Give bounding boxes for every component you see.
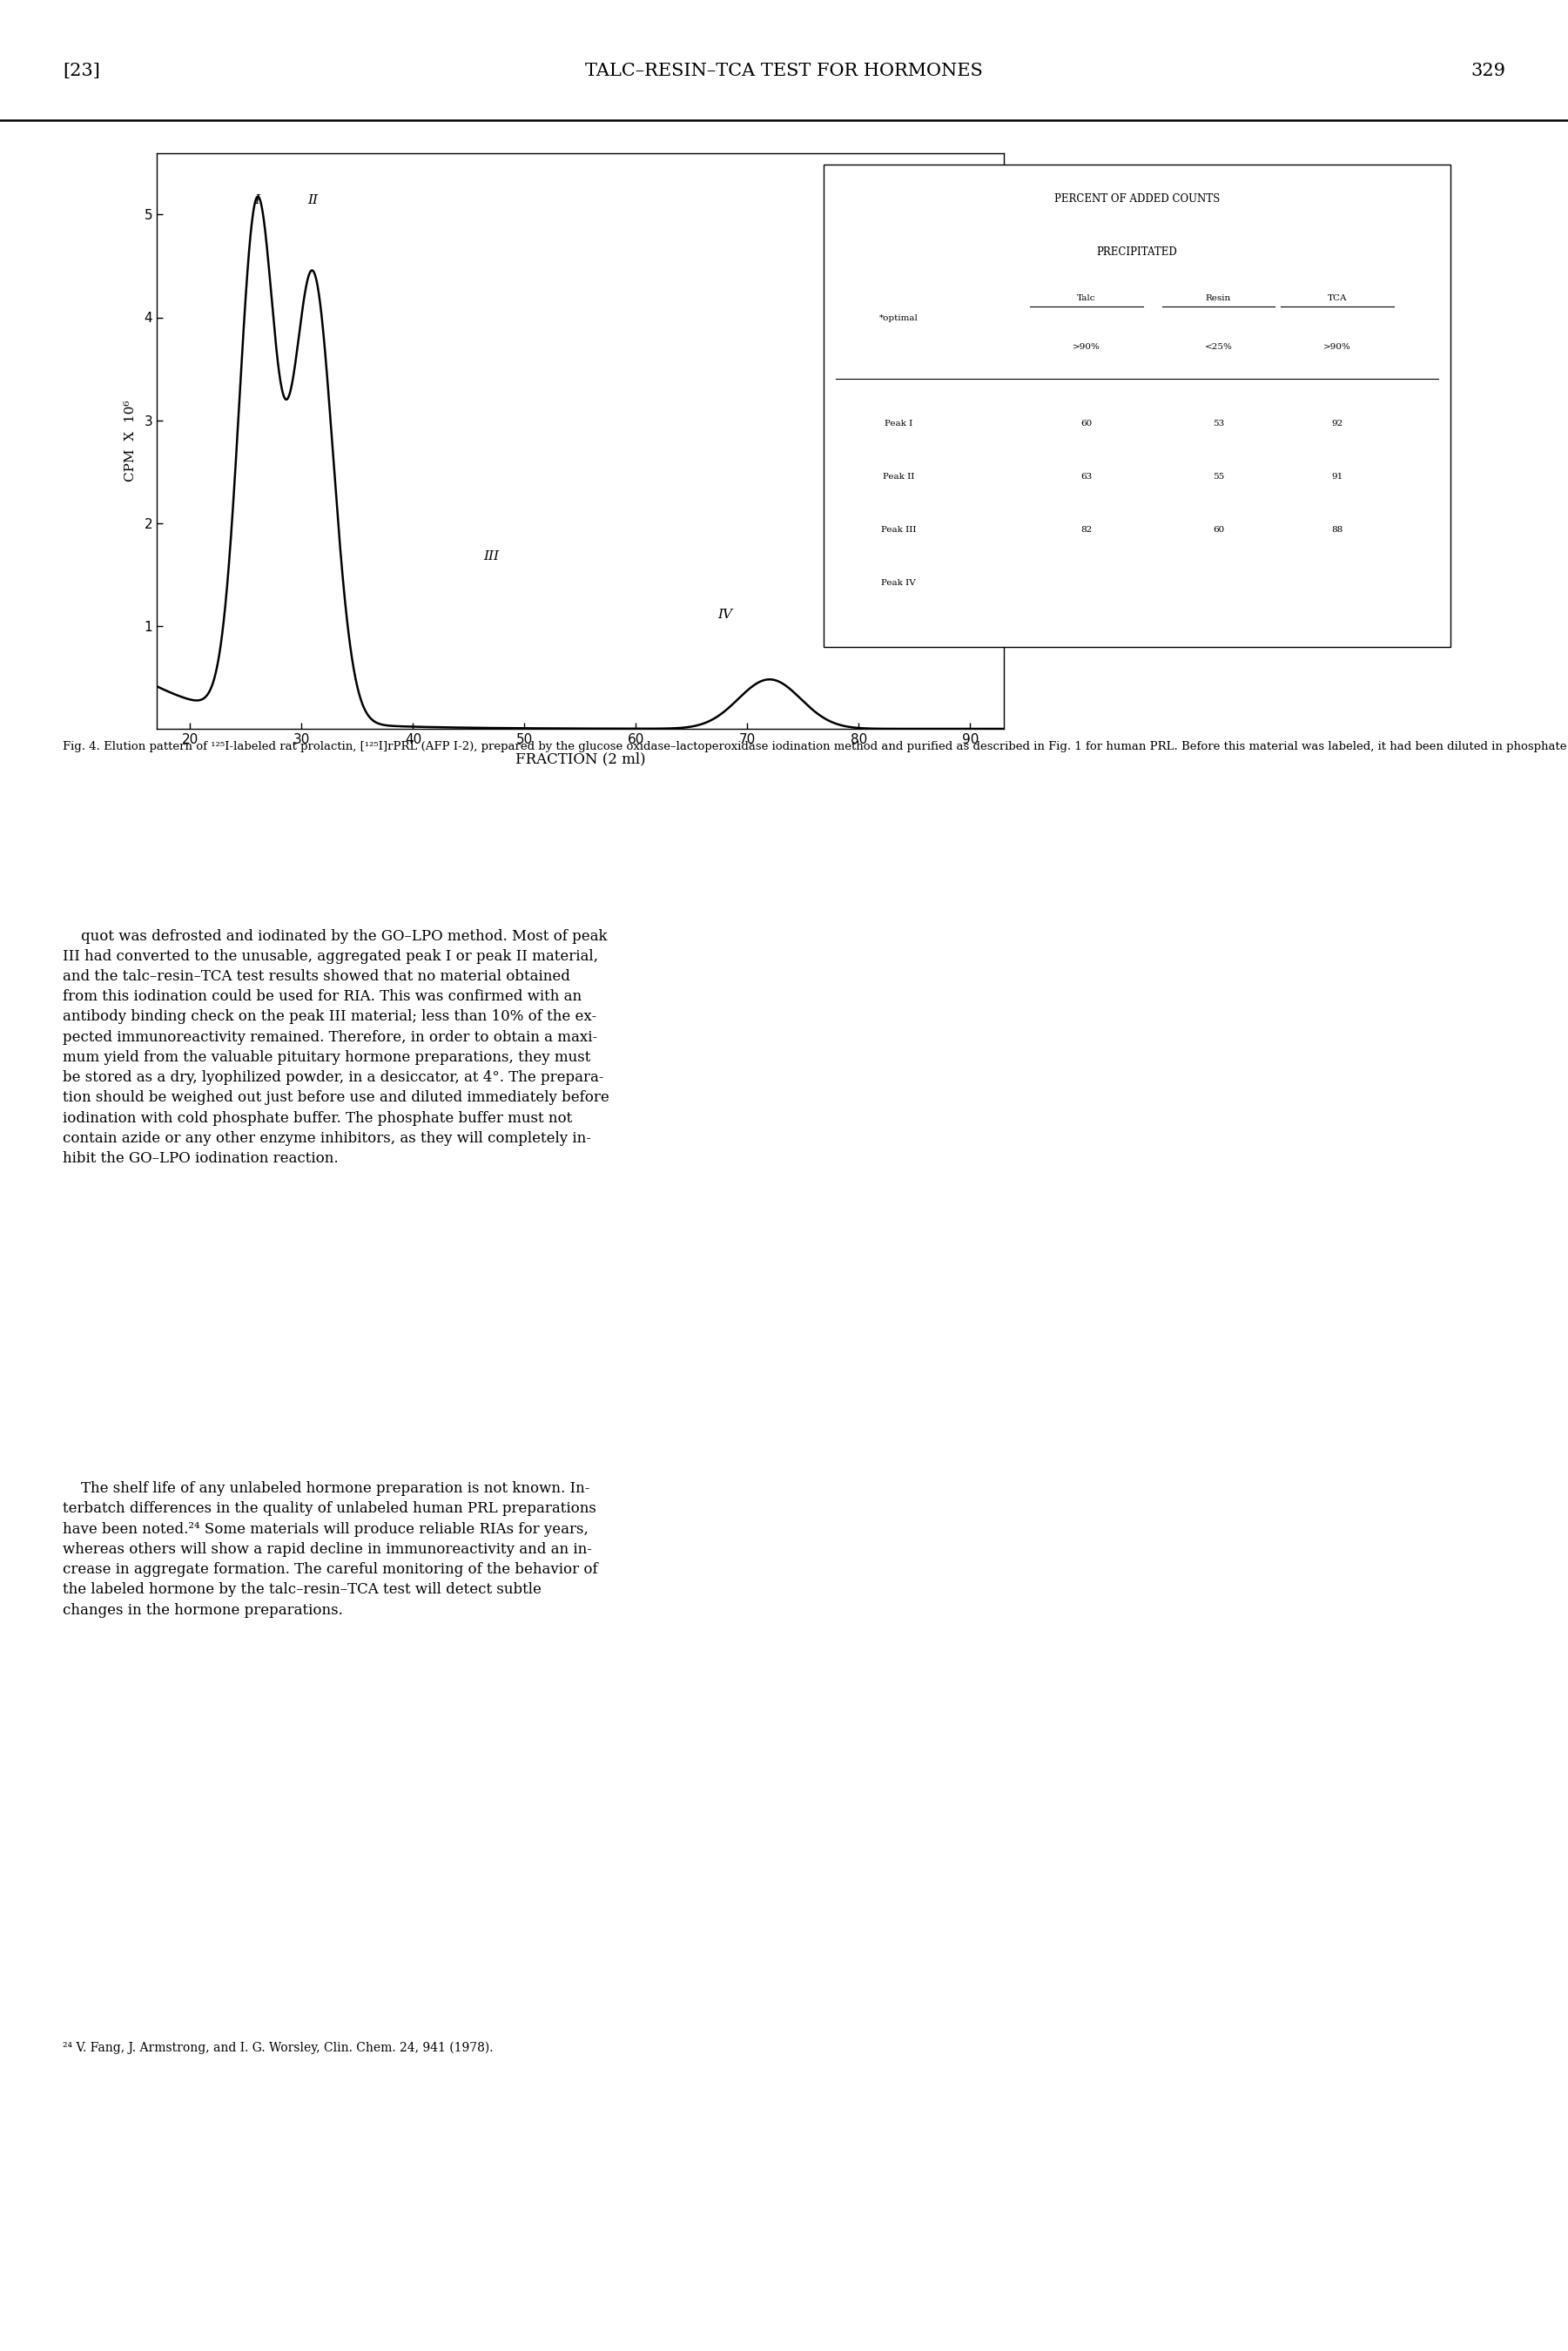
- Text: The shelf life of any unlabeled hormone preparation is not known. In-
terbatch d: The shelf life of any unlabeled hormone …: [63, 1481, 597, 1617]
- Text: Resin: Resin: [1206, 294, 1231, 303]
- Text: TCA: TCA: [1328, 294, 1347, 303]
- Text: [23]: [23]: [63, 63, 100, 80]
- Text: I: I: [254, 195, 260, 207]
- Text: 53: 53: [1212, 421, 1225, 428]
- Text: ²⁴ V. Fang, J. Armstrong, and I. G. Worsley, Clin. Chem. 24, 941 (1978).: ²⁴ V. Fang, J. Armstrong, and I. G. Wors…: [63, 2041, 494, 2055]
- Text: Fig. 4. Elution pattern of ¹²⁵I-labeled rat prolactin, [¹²⁵I]rPRL (AFP I-2), pre: Fig. 4. Elution pattern of ¹²⁵I-labeled …: [63, 741, 1568, 752]
- Text: IV: IV: [718, 609, 732, 621]
- FancyBboxPatch shape: [823, 165, 1450, 647]
- Text: PRECIPITATED: PRECIPITATED: [1096, 247, 1178, 259]
- Text: 88: 88: [1331, 527, 1344, 534]
- Y-axis label: CPM  X  10⁶: CPM X 10⁶: [124, 400, 136, 482]
- Text: III: III: [483, 550, 499, 562]
- Text: 60: 60: [1212, 527, 1225, 534]
- Text: Peak II: Peak II: [883, 473, 914, 482]
- Text: PERCENT OF ADDED COUNTS: PERCENT OF ADDED COUNTS: [1054, 193, 1220, 205]
- Text: quot was defrosted and iodinated by the GO–LPO method. Most of peak
III had conv: quot was defrosted and iodinated by the …: [63, 929, 610, 1166]
- Text: >90%: >90%: [1323, 343, 1352, 350]
- Text: Talc: Talc: [1077, 294, 1096, 303]
- Text: Peak III: Peak III: [881, 527, 916, 534]
- Text: 92: 92: [1331, 421, 1344, 428]
- Text: <25%: <25%: [1204, 343, 1232, 350]
- Text: TALC–RESIN–TCA TEST FOR HORMONES: TALC–RESIN–TCA TEST FOR HORMONES: [585, 63, 983, 80]
- Text: Peak I: Peak I: [884, 421, 913, 428]
- Text: II: II: [307, 195, 318, 207]
- Text: *optimal: *optimal: [880, 315, 917, 322]
- Text: 60: 60: [1080, 421, 1093, 428]
- X-axis label: FRACTION (2 ml): FRACTION (2 ml): [514, 752, 646, 766]
- Text: Peak IV: Peak IV: [881, 578, 916, 588]
- Text: 63: 63: [1080, 473, 1093, 482]
- Text: 55: 55: [1212, 473, 1225, 482]
- Text: 82: 82: [1080, 527, 1093, 534]
- Text: 329: 329: [1471, 63, 1505, 80]
- Text: 91: 91: [1331, 473, 1344, 482]
- Text: >90%: >90%: [1073, 343, 1101, 350]
